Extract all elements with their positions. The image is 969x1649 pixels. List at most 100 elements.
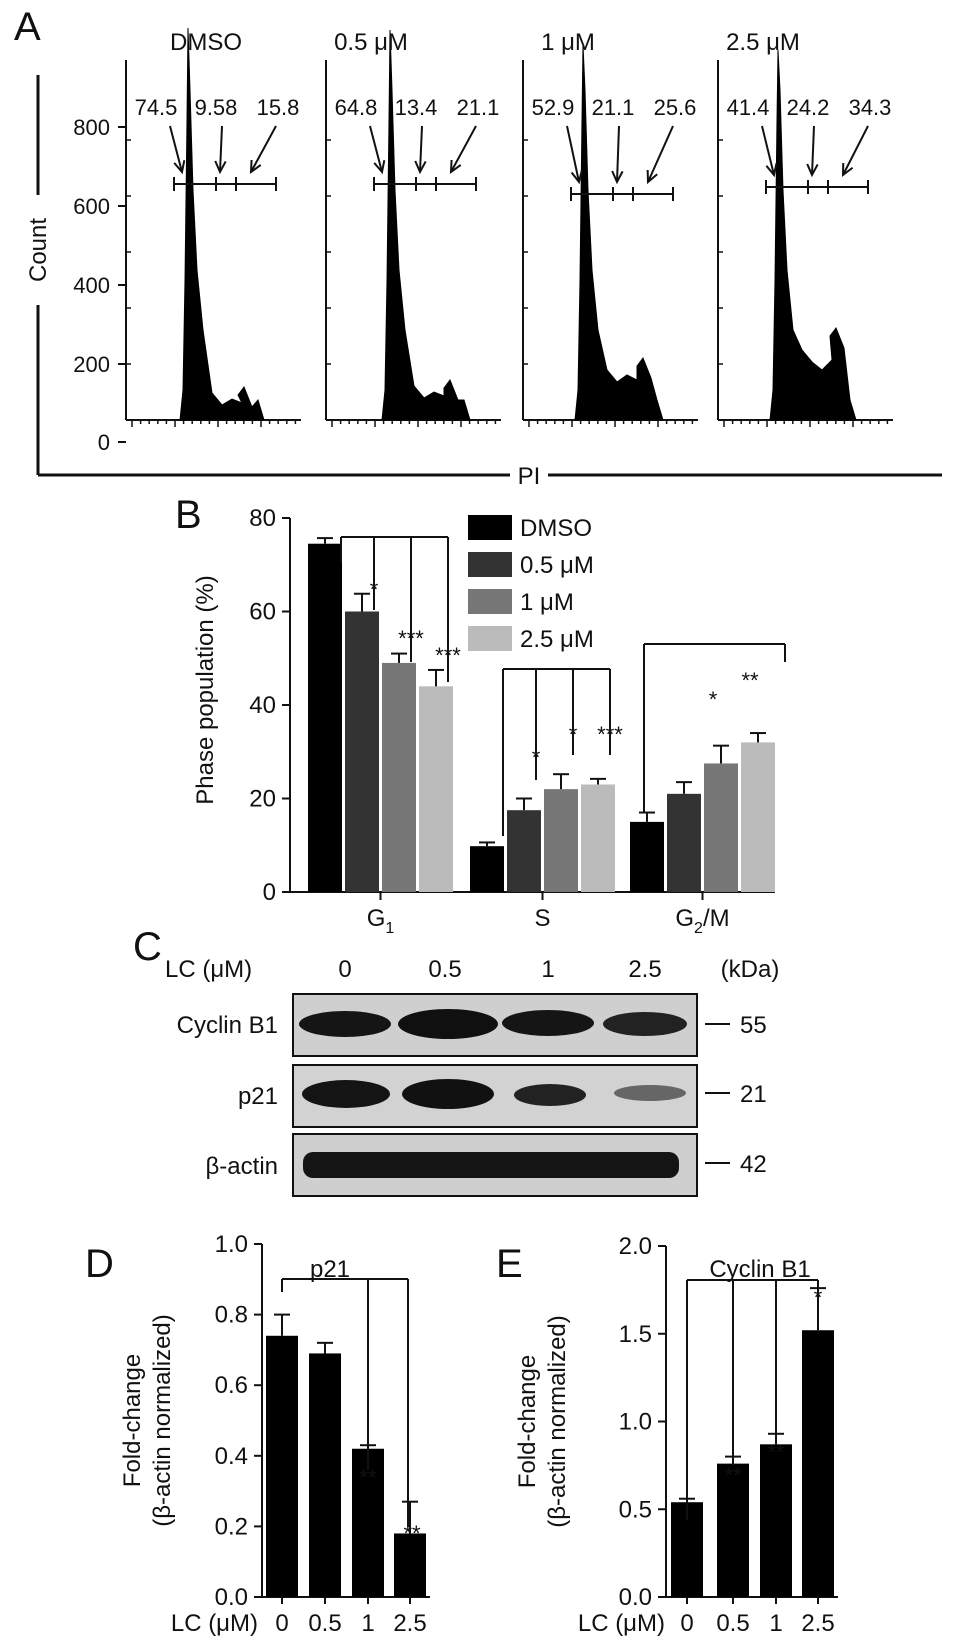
hist-0-arrowhead-0: [173, 160, 186, 175]
panel-e-chart: 0.0 0.5 1.0 1.5 2.0 0 0.5 1 2.5 LC (μM) Cyclin B1 F…: [514, 1233, 838, 1637]
panel-d: D 0.00.20.40.60.81.00 0.5 1 2.5LC (μM)p21Fo…: [85, 1231, 430, 1637]
d-ytick-label: 0.6: [215, 1372, 248, 1399]
hist-1-percent-g1: 64.8: [335, 95, 378, 120]
kda-label: (kDa): [721, 956, 780, 983]
b-ytick-label: 0: [263, 879, 276, 906]
hist-1-arrow-2: [450, 125, 477, 173]
lane-label-2: 1: [541, 956, 554, 983]
band-cyclin-lane-0: [299, 1011, 391, 1037]
d-ytick-label: 0.2: [215, 1513, 248, 1540]
b-xtick-label-0: G1: [367, 905, 395, 937]
e-y-axis-label: Fold-change: [514, 1355, 541, 1488]
row-label-beta-actin: β-actin: [206, 1153, 279, 1180]
band-actin-strip: [303, 1152, 679, 1178]
band-p21-lane-1: [402, 1079, 494, 1109]
hist-2-percent-g1: 52.9: [532, 95, 575, 120]
hist-3-arrowhead-1: [806, 163, 819, 178]
hist-1-distribution: [381, 29, 471, 421]
row-label-p21: p21: [238, 1083, 278, 1110]
e-mark-1: **: [724, 1463, 742, 1488]
panel-d-brackets: ** **: [281, 1278, 421, 1546]
d-ytick-label: 0.4: [215, 1443, 248, 1470]
b-bar-1-2: [544, 789, 578, 892]
d-y-axis-label: Fold-change: [119, 1354, 146, 1487]
legend-swatch-0: [468, 515, 512, 540]
lc-header-label: LC (μM): [165, 956, 252, 983]
d-bar-0: [266, 1335, 298, 1597]
hist-3-title: 2.5 μM: [726, 29, 800, 56]
hist-2-arrowhead-1: [611, 170, 624, 185]
e-xtick-label-0: 0: [680, 1610, 693, 1637]
panel-b-legend: DMSO 0.5 μM 1 μM 2.5 μM: [468, 515, 594, 653]
panel-a-ytick-label-800: 800: [73, 115, 110, 140]
g2m-mark-2: **: [741, 668, 759, 693]
d-xtick-label-1: 0.5: [308, 1610, 341, 1637]
e-xtick-label-3: 2.5: [801, 1610, 834, 1637]
e-title: Cyclin B1: [709, 1256, 810, 1283]
band-cyclin-lane-2: [502, 1010, 594, 1036]
kda-value-21: 21: [740, 1081, 767, 1108]
d-ytick-label: 1.0: [215, 1231, 248, 1258]
hist-2-percent-g2m: 25.6: [654, 95, 697, 120]
g1-mark-3: ***: [435, 643, 461, 668]
b-xtick-label-1: S: [534, 905, 550, 932]
hist-3-distribution: [769, 49, 857, 421]
e-y-axis-label-2: (β-actin normalized): [544, 1315, 571, 1528]
d-bar-3: [394, 1533, 426, 1597]
hist-3-arrow-1: [811, 125, 815, 176]
d-ytick-label: 0.0: [215, 1584, 248, 1611]
hist-1-arrowhead-1: [414, 160, 427, 175]
hist-3-percent-s: 24.2: [787, 95, 830, 120]
e-mark-2: **: [767, 1440, 785, 1465]
b-bar-2-1: [667, 793, 701, 892]
b-bar-1-3: [581, 784, 615, 892]
panel-b-brackets: * *** *** * * *** * **: [340, 536, 786, 836]
g1-mark-2: ***: [398, 626, 424, 651]
hist-1-arrow-0: [369, 125, 383, 173]
hist-2-arrow-0: [566, 125, 580, 183]
hist-2-arrowhead-0: [570, 170, 583, 185]
g1-mark-1: *: [370, 577, 379, 602]
d-xtick-label-2: 1: [361, 1610, 374, 1637]
g2m-mark-1: *: [709, 687, 718, 712]
d-mark-1: **: [359, 1465, 377, 1490]
e-xtick-label-2: 1: [769, 1610, 782, 1637]
hist-0-arrowhead-1: [214, 160, 227, 175]
legend-swatch-1: [468, 552, 512, 577]
panel-label-a: A: [14, 5, 41, 49]
panel-a-histograms: 74.5 9.58 15.8 DMSO 64.8 13.4 21.1 0.5 μM 52.9 21…: [125, 27, 893, 427]
hist-1-arrowhead-2: [449, 159, 462, 175]
band-p21-lane-2: [514, 1084, 586, 1106]
d-ytick-label: 0.8: [215, 1302, 248, 1329]
panel-label-e: E: [496, 1242, 523, 1286]
hist-2-percent-s: 21.1: [592, 95, 635, 120]
e-ytick-label: 0.0: [619, 1584, 652, 1611]
hist-3-arrow-0: [761, 125, 775, 176]
e-ytick-label: 1.5: [619, 1321, 652, 1348]
panel-a-ytick-label-0: 0: [98, 430, 110, 455]
e-ytick-label: 0.5: [619, 1496, 652, 1523]
hist-2-arrowhead-2: [646, 169, 658, 185]
b-bar-0-3: [419, 686, 453, 892]
b-bar-0-0: [308, 543, 342, 892]
hist-2-distribution: [574, 44, 664, 421]
legend-swatch-2: [468, 589, 512, 614]
panel-d-chart: 0.00.20.40.60.81.00 0.5 1 2.5LC (μM)p21Fold…: [119, 1231, 430, 1637]
panel-a-y-axis-label: Count: [25, 218, 52, 282]
hist-0-arrow-2: [250, 125, 277, 173]
d-bar-2: [352, 1448, 384, 1597]
lane-label-0: 0: [338, 956, 351, 983]
panel-a-y-ticks: 0 200 400 600 800: [73, 115, 126, 455]
d-x-axis-label: LC (μM): [171, 1610, 258, 1637]
hist-2-arrow-2: [647, 125, 674, 183]
b-bar-1-0: [470, 846, 504, 892]
hist-1-arrowhead-0: [373, 160, 386, 175]
lane-label-1: 0.5: [428, 956, 461, 983]
hist-0-arrowhead-2: [249, 159, 262, 175]
panel-label-b: B: [175, 493, 202, 537]
hist-2-arrow-1: [616, 125, 620, 183]
e-bar-3: [802, 1330, 834, 1597]
legend-label-1: 0.5 μM: [520, 552, 594, 579]
e-bar-2: [760, 1444, 792, 1597]
